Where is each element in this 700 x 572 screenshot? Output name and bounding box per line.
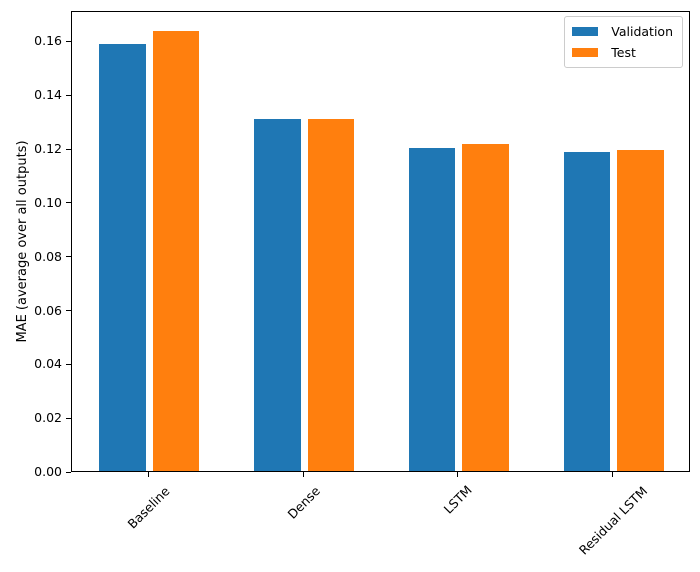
y-tick-label: 0.08 [34,248,62,264]
legend-item-validation: Validation [572,24,673,39]
y-tick-mark [66,148,71,150]
bar-validation-residual-lstm [563,152,611,471]
y-tick-label: 0.02 [34,410,62,426]
legend-item-label: Test [611,45,636,60]
bar-validation-lstm [408,148,456,471]
y-tick-mark [66,94,71,96]
legend-item-label: Validation [611,24,673,39]
validation-swatch-icon [572,27,599,36]
bars-layer [72,12,689,471]
x-tick-mark [147,472,149,477]
y-tick-label: 0.14 [34,87,62,103]
y-tick-label: 0.00 [34,464,62,479]
y-tick-label: 0.04 [34,356,62,372]
y-tick-mark [66,202,71,204]
y-tick-mark [66,310,71,312]
y-tick-mark [66,256,71,258]
y-tick-mark [66,471,71,473]
y-tick-mark [66,417,71,419]
y-tick-mark [66,363,71,365]
bar-validation-baseline [99,44,146,471]
bar-test-residual-lstm [617,149,664,471]
y-tick-mark [66,40,71,42]
legend: Validation Test [564,16,683,68]
bar-validation-dense [254,119,301,471]
y-axis-label: MAE (average over all outputs) [15,140,30,343]
x-tick-mark [302,472,304,477]
y-tick-label: 0.06 [34,302,62,318]
y-tick-label: 0.12 [34,141,62,157]
bar-test-lstm [462,144,509,471]
x-tick-label-lstm: LSTM [440,482,476,518]
bar-test-baseline [152,31,200,471]
x-tick-label-dense: Dense [284,482,323,522]
x-tick-mark [457,472,459,477]
y-tick-label: 0.16 [34,33,62,49]
x-tick-mark [612,472,614,477]
y-tick-label: 0.10 [34,194,62,210]
legend-item-test: Test [572,45,673,60]
x-tick-label-residual-lstm: Residual LSTM [575,482,650,558]
test-swatch-icon [572,48,599,57]
plot-area: Validation Test [71,11,690,472]
bar-test-dense [307,118,355,471]
x-tick-label-baseline: Baseline [124,482,173,532]
